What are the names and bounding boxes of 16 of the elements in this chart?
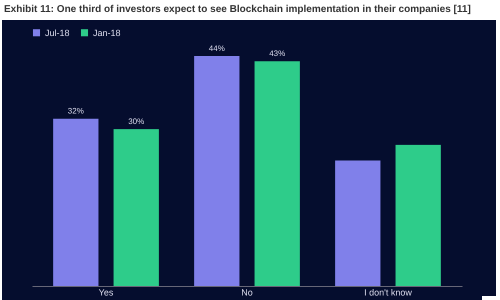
bar <box>194 56 240 286</box>
legend-label: Jan-18 <box>93 28 121 38</box>
data-label: 32% <box>68 106 84 116</box>
bar <box>254 61 300 286</box>
x-tick-label: No <box>241 288 253 298</box>
bar <box>53 118 98 286</box>
chart-title: Exhibit 11: One third of investors expect to see Blockchain implementation in their companies [11] <box>3 3 472 17</box>
bar <box>335 160 380 286</box>
x-tick-label: Yes <box>98 288 114 298</box>
bar <box>396 144 441 286</box>
data-label: 44% <box>208 44 225 53</box>
bar <box>114 129 159 286</box>
data-label: 43% <box>269 49 286 58</box>
legend-label: Jul-18 <box>45 28 70 38</box>
x-tick-label: I don't know <box>364 288 412 298</box>
data-label: 30% <box>128 117 144 126</box>
